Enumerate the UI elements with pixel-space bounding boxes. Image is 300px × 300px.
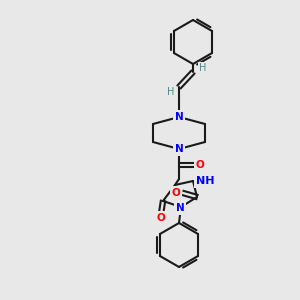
Text: H: H <box>167 87 175 97</box>
Text: O: O <box>171 188 180 198</box>
Text: H: H <box>199 63 207 73</box>
Text: O: O <box>196 160 205 170</box>
Text: O: O <box>157 213 165 223</box>
Text: NH: NH <box>196 176 214 186</box>
Text: N: N <box>175 112 183 122</box>
Text: N: N <box>176 203 184 213</box>
Text: N: N <box>175 144 183 154</box>
